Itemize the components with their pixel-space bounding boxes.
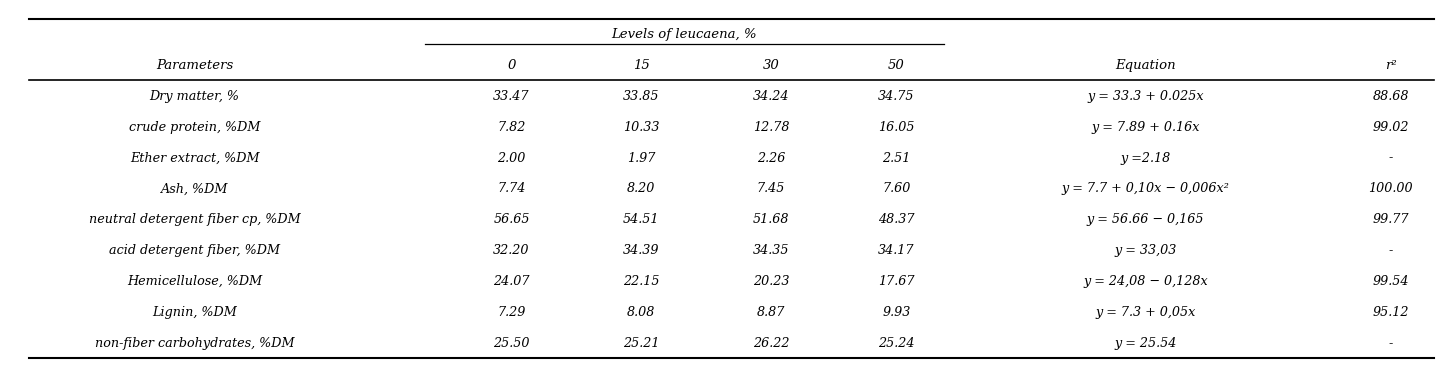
Text: y = 33.3 + 0.025x: y = 33.3 + 0.025x bbox=[1088, 90, 1203, 103]
Text: 7.82: 7.82 bbox=[497, 121, 526, 134]
Text: 0: 0 bbox=[507, 59, 516, 72]
Text: Parameters: Parameters bbox=[156, 59, 233, 72]
Text: 9.93: 9.93 bbox=[882, 306, 911, 319]
Text: 50: 50 bbox=[888, 59, 905, 72]
Text: Equation: Equation bbox=[1115, 59, 1176, 72]
Text: 22.15: 22.15 bbox=[623, 275, 660, 288]
Text: 95.12: 95.12 bbox=[1372, 306, 1409, 319]
Text: 1.97: 1.97 bbox=[627, 152, 656, 164]
Text: 7.74: 7.74 bbox=[497, 182, 526, 195]
Text: 25.24: 25.24 bbox=[878, 337, 915, 350]
Text: y = 33,03: y = 33,03 bbox=[1114, 244, 1177, 257]
Text: 7.60: 7.60 bbox=[882, 182, 911, 195]
Text: 48.37: 48.37 bbox=[878, 213, 915, 226]
Text: 33.85: 33.85 bbox=[623, 90, 660, 103]
Text: Dry matter, %: Dry matter, % bbox=[150, 90, 239, 103]
Text: 54.51: 54.51 bbox=[623, 213, 660, 226]
Text: -: - bbox=[1389, 152, 1392, 164]
Text: Ash, %DM: Ash, %DM bbox=[161, 182, 228, 195]
Text: 15: 15 bbox=[633, 59, 650, 72]
Text: 51.68: 51.68 bbox=[752, 213, 790, 226]
Text: 8.08: 8.08 bbox=[627, 306, 656, 319]
Text: 26.22: 26.22 bbox=[752, 337, 790, 350]
Text: acid detergent fiber, %DM: acid detergent fiber, %DM bbox=[110, 244, 280, 257]
Text: neutral detergent fiber cp, %DM: neutral detergent fiber cp, %DM bbox=[89, 213, 300, 226]
Text: 34.75: 34.75 bbox=[878, 90, 915, 103]
Text: non-fiber carbohydrates, %DM: non-fiber carbohydrates, %DM bbox=[95, 337, 294, 350]
Text: crude protein, %DM: crude protein, %DM bbox=[128, 121, 261, 134]
Text: 10.33: 10.33 bbox=[623, 121, 660, 134]
Text: 2.51: 2.51 bbox=[882, 152, 911, 164]
Text: 34.35: 34.35 bbox=[752, 244, 790, 257]
Text: 100.00: 100.00 bbox=[1369, 182, 1412, 195]
Text: 12.78: 12.78 bbox=[752, 121, 790, 134]
Text: Ether extract, %DM: Ether extract, %DM bbox=[130, 152, 259, 164]
Text: 32.20: 32.20 bbox=[493, 244, 530, 257]
Text: y = 7.89 + 0.16x: y = 7.89 + 0.16x bbox=[1091, 121, 1200, 134]
Text: 8.20: 8.20 bbox=[627, 182, 656, 195]
Text: y =2.18: y =2.18 bbox=[1121, 152, 1170, 164]
Text: 16.05: 16.05 bbox=[878, 121, 915, 134]
Text: 99.77: 99.77 bbox=[1372, 213, 1409, 226]
Text: 99.54: 99.54 bbox=[1372, 275, 1409, 288]
Text: Lignin, %DM: Lignin, %DM bbox=[153, 306, 236, 319]
Text: y = 25.54: y = 25.54 bbox=[1114, 337, 1177, 350]
Text: 20.23: 20.23 bbox=[752, 275, 790, 288]
Text: Hemicellulose, %DM: Hemicellulose, %DM bbox=[127, 275, 262, 288]
Text: 25.21: 25.21 bbox=[623, 337, 660, 350]
Text: 24.07: 24.07 bbox=[493, 275, 530, 288]
Text: 33.47: 33.47 bbox=[493, 90, 530, 103]
Text: r²: r² bbox=[1385, 59, 1396, 72]
Text: 2.00: 2.00 bbox=[497, 152, 526, 164]
Text: y = 24,08 − 0,128x: y = 24,08 − 0,128x bbox=[1084, 275, 1208, 288]
Text: 34.24: 34.24 bbox=[752, 90, 790, 103]
Text: 8.87: 8.87 bbox=[757, 306, 785, 319]
Text: y = 7.3 + 0,05x: y = 7.3 + 0,05x bbox=[1095, 306, 1196, 319]
Text: 99.02: 99.02 bbox=[1372, 121, 1409, 134]
Text: 2.26: 2.26 bbox=[757, 152, 785, 164]
Text: 25.50: 25.50 bbox=[493, 337, 530, 350]
Text: y = 56.66 − 0,165: y = 56.66 − 0,165 bbox=[1087, 213, 1205, 226]
Text: Levels of leucaena, %: Levels of leucaena, % bbox=[611, 28, 758, 41]
Text: y = 7.7 + 0,10x − 0,006x²: y = 7.7 + 0,10x − 0,006x² bbox=[1062, 182, 1229, 195]
Text: -: - bbox=[1389, 337, 1392, 350]
Text: 34.17: 34.17 bbox=[878, 244, 915, 257]
Text: 7.45: 7.45 bbox=[757, 182, 785, 195]
Text: 56.65: 56.65 bbox=[493, 213, 530, 226]
Text: -: - bbox=[1389, 244, 1392, 257]
Text: 30: 30 bbox=[762, 59, 780, 72]
Text: 17.67: 17.67 bbox=[878, 275, 915, 288]
Text: 7.29: 7.29 bbox=[497, 306, 526, 319]
Text: 34.39: 34.39 bbox=[623, 244, 660, 257]
Text: 88.68: 88.68 bbox=[1372, 90, 1409, 103]
